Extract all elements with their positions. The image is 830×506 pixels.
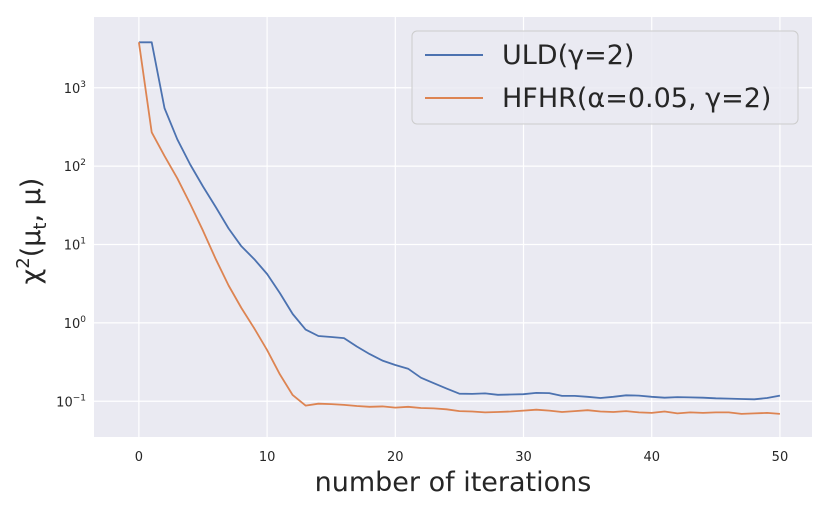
y-tick-label: 10−1 [56, 393, 86, 410]
legend-label-uld: ULD(γ=2) [502, 40, 634, 71]
x-tick-label: 20 [387, 450, 404, 465]
series-lines [138, 41, 781, 415]
x-tick-label: 40 [643, 450, 660, 465]
x-tick-labels: 0 10 20 30 40 50 [135, 450, 788, 465]
legend-box [411, 30, 799, 125]
x-axis-label: number of iterations [315, 467, 592, 498]
legend-label-hfhr: HFHR(α=0.05, γ=2) [502, 83, 771, 114]
x-tick-label: 50 [772, 450, 789, 465]
x-tick-label: 10 [259, 450, 276, 465]
y-tick-label: 102 [64, 158, 86, 175]
y-tick-label: 103 [64, 80, 86, 97]
x-tick-label: 30 [515, 450, 532, 465]
y-tick-label: 101 [64, 237, 86, 254]
series-line-uld [138, 41, 781, 401]
y-axis-label: χ2(μt, μ) [13, 178, 51, 285]
x-tick-label: 0 [135, 450, 143, 465]
y-tick-label: 100 [64, 315, 87, 332]
series-line-hfhr [138, 42, 780, 415]
y-tick-labels: 10−1 100 101 102 103 [56, 80, 86, 410]
legend: ULD(γ=2) HFHR(α=0.05, γ=2) [411, 30, 799, 125]
